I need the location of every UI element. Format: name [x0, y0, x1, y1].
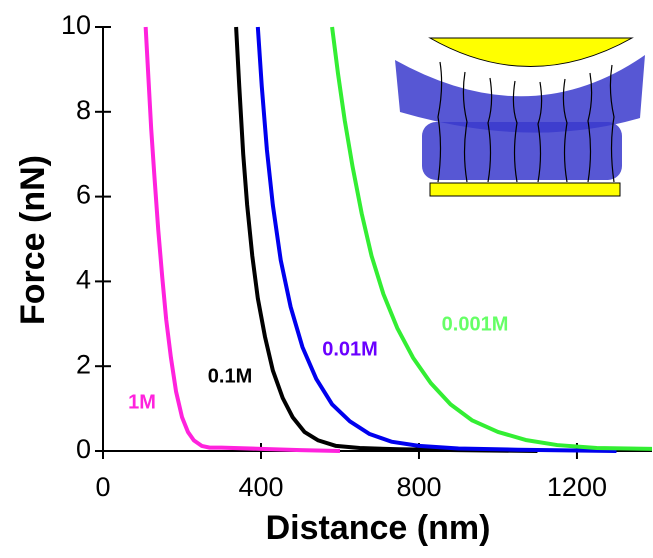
- inset-lower-brush: [422, 122, 622, 180]
- x-tick-label: 0: [95, 472, 110, 502]
- inset-sphere: [428, 37, 634, 67]
- x-tick-label: 1200: [547, 472, 607, 502]
- series-line: [255, 26, 617, 453]
- series-label: 0.001M: [442, 313, 509, 335]
- inset-substrate: [429, 182, 621, 197]
- y-tick-label: 4: [76, 265, 91, 295]
- y-tick-label: 8: [76, 95, 91, 125]
- inset-illustration: [395, 37, 645, 197]
- y-tick-label: 2: [76, 349, 91, 379]
- series-line: [330, 26, 653, 451]
- x-tick-label: 400: [238, 472, 283, 502]
- series-line: [143, 26, 341, 453]
- x-tick-label: 800: [396, 472, 441, 502]
- series-line: [234, 26, 538, 453]
- inset-chains: [437, 61, 615, 183]
- x-axis-title: Distance (nm): [266, 509, 491, 547]
- y-tick-label: 10: [61, 10, 91, 40]
- y-axis-title: Force (nN): [14, 155, 52, 325]
- series-label: 0.1M: [208, 365, 252, 387]
- y-tick-label: 6: [76, 180, 91, 210]
- series-label: 1M: [128, 391, 156, 413]
- inset-upper-brush: [395, 55, 645, 133]
- series-label: 0.01M: [322, 338, 378, 360]
- y-tick-label: 0: [76, 434, 91, 464]
